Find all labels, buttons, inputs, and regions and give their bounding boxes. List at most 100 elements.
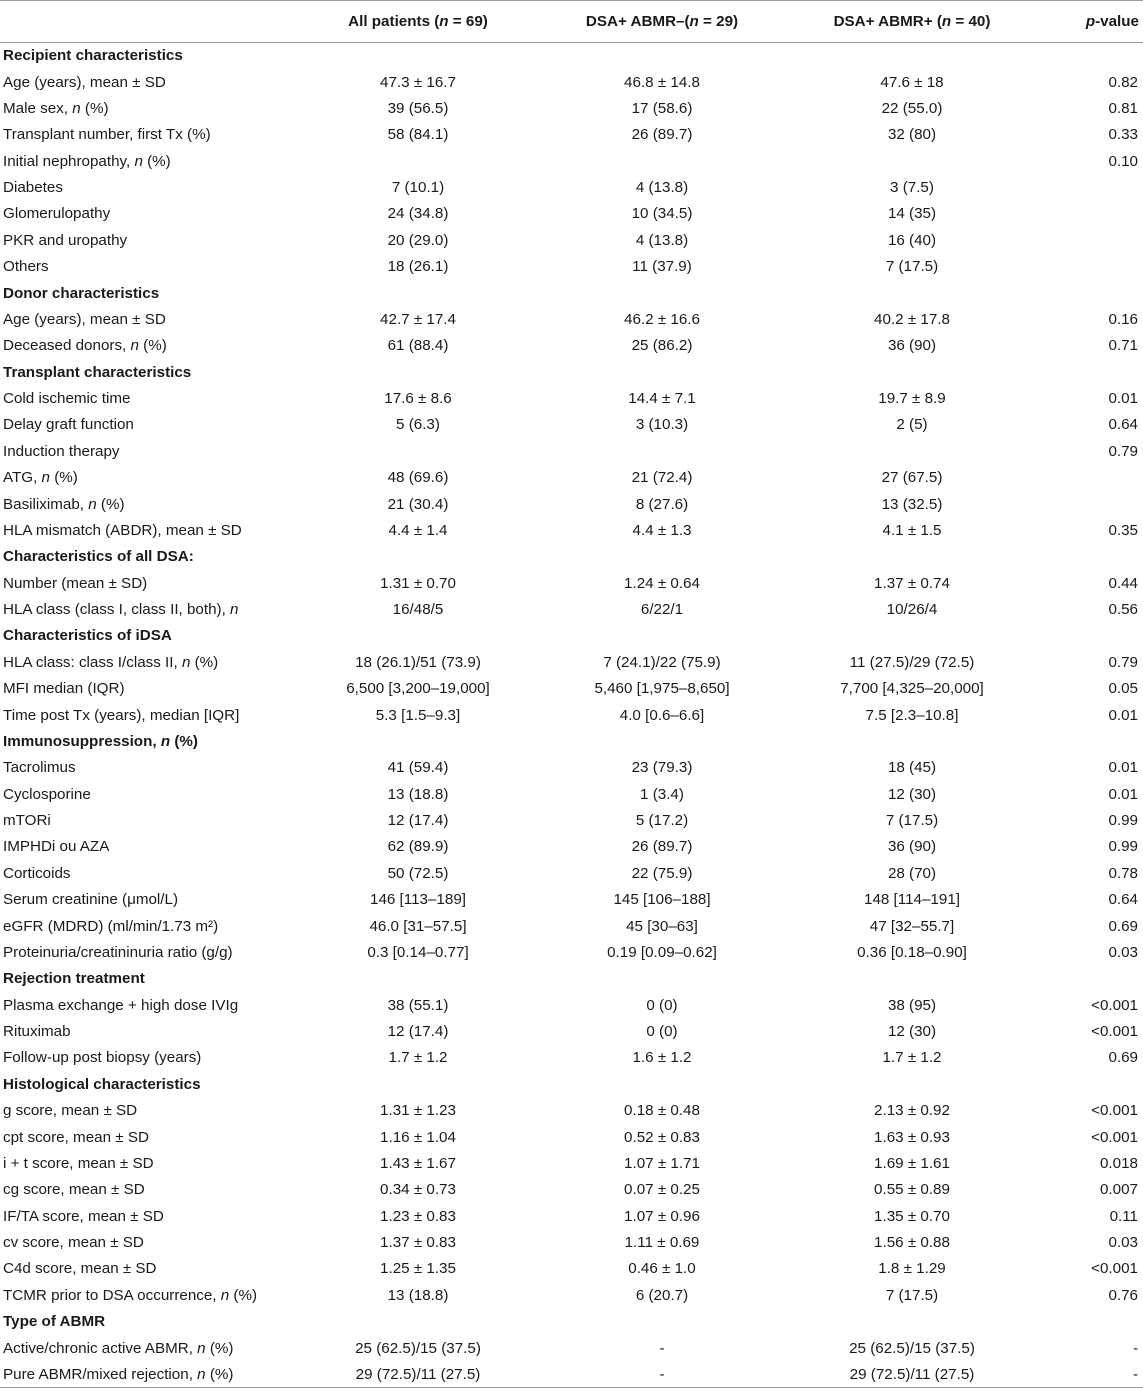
cell-abmr-negative: 0 (0)	[646, 996, 678, 1014]
table-row: Plasma exchange + high dose IVIg 38 (55.1…	[0, 992, 1143, 1018]
cell-abmr-positive	[784, 43, 1040, 69]
row-label: Time post Tx (years), median [IQR]	[3, 706, 240, 724]
cell-abmr-negative: 26 (89.7)	[631, 126, 693, 144]
cell-p-value: 0.10	[1108, 152, 1138, 170]
cell-p-value: <0.001	[1091, 1023, 1138, 1041]
cell-all-patients: 61 (88.4)	[387, 337, 449, 355]
cell-all-patients: 6,500 [3,200–19,000]	[346, 680, 490, 698]
cell-p-value	[1040, 43, 1143, 69]
cell-abmr-negative: 0.18 ± 0.48	[624, 1102, 700, 1120]
cell-abmr-negative: 0.46 ± 1.0	[628, 1260, 696, 1278]
cell-abmr-positive: 36 (90)	[887, 838, 937, 856]
cell-p-value: 0.71	[1108, 337, 1138, 355]
cell-abmr-positive: 2.13 ± 0.92	[874, 1102, 950, 1120]
cell-abmr-positive: 36 (90)	[887, 337, 937, 355]
cell-abmr-negative: 0.07 ± 0.25	[624, 1181, 700, 1199]
cell-abmr-negative: -	[659, 1365, 665, 1383]
cell-all-patients: 18 (26.1)	[387, 258, 449, 276]
cell-abmr-negative	[540, 1309, 784, 1335]
cell-abmr-positive	[784, 1309, 1040, 1335]
table-row: Time post Tx (years), median [IQR] 5.3 [1…	[0, 702, 1143, 728]
cell-all-patients: 18 (26.1)/51 (73.9)	[355, 653, 481, 671]
cell-abmr-negative	[540, 623, 784, 649]
cell-all-patients: 5 (6.3)	[396, 416, 440, 434]
table-row: ATG, n (%) 48 (69.6) 21 (72.4) 27 (67.5)	[0, 465, 1143, 491]
cell-abmr-positive: 1.35 ± 0.70	[874, 1207, 950, 1225]
cell-abmr-negative	[540, 359, 784, 385]
cell-all-patients: 12 (17.4)	[387, 812, 449, 830]
cell-abmr-positive: 0.55 ± 0.89	[874, 1181, 950, 1199]
cell-p-value: 0.64	[1108, 891, 1138, 909]
cell-abmr-negative: 45 [30–63]	[626, 917, 698, 935]
cell-p-value: 0.01	[1108, 390, 1138, 408]
section-title: Transplant characteristics	[3, 363, 192, 381]
table-row: cpt score, mean ± SD 1.16 ± 1.04 0.52 ± 0.…	[0, 1124, 1143, 1150]
cell-all-patients: 1.31 ± 0.70	[380, 574, 456, 592]
cell-p-value: 0.82	[1108, 73, 1138, 91]
cell-p-value: 0.05	[1108, 680, 1138, 698]
row-label: ATG, n (%)	[3, 469, 78, 487]
row-label: Induction therapy	[3, 442, 120, 460]
cell-abmr-positive: 25 (62.5)/15 (37.5)	[849, 1339, 975, 1357]
cell-abmr-positive: 38 (95)	[887, 996, 937, 1014]
cell-abmr-positive: 7 (17.5)	[885, 258, 939, 276]
cell-abmr-negative	[540, 728, 784, 754]
row-label: Age (years), mean ± SD	[3, 73, 166, 91]
cell-p-value: 0.44	[1108, 574, 1138, 592]
cell-all-patients: 47.3 ± 16.7	[380, 73, 456, 91]
cell-abmr-negative	[540, 280, 784, 306]
cell-p-value: -	[1132, 1339, 1138, 1357]
cell-p-value: 0.69	[1108, 1049, 1138, 1067]
cell-abmr-negative: 17 (58.6)	[631, 99, 693, 117]
cell-abmr-positive: 29 (72.5)/11 (27.5)	[849, 1365, 975, 1383]
section-row: Immunosuppression, n (%)	[0, 728, 1143, 754]
row-label: eGFR (MDRD) (ml/min/1.73 m²)	[3, 917, 219, 935]
cell-p-value: 0.35	[1108, 521, 1138, 539]
cell-abmr-negative: 4 (13.8)	[635, 179, 689, 197]
row-label: Diabetes	[3, 179, 63, 197]
table-row: Active/chronic active ABMR, n (%) 25 (62.…	[0, 1335, 1143, 1361]
table-body: Recipient characteristics Age (years), me…	[0, 43, 1143, 1388]
cell-all-patients: 1.25 ± 1.35	[380, 1260, 456, 1278]
table-row: IMPHDi ou AZA 62 (89.9) 26 (89.7) 36 (90) 0.…	[0, 834, 1143, 860]
cell-p-value	[1040, 465, 1143, 491]
cell-p-value: <0.001	[1091, 1260, 1138, 1278]
cell-abmr-positive: 7 (17.5)	[885, 812, 939, 830]
cell-abmr-positive	[784, 359, 1040, 385]
cell-all-patients: 46.0 [31–57.5]	[369, 917, 467, 935]
table-row: Age (years), mean ± SD 42.7 ± 17.4 46.2 ± …	[0, 306, 1143, 332]
table-row: HLA class (class I, class II, both), n 16…	[0, 596, 1143, 622]
cell-abmr-negative: 1.11 ± 0.69	[624, 1234, 700, 1252]
cell-p-value: 0.03	[1108, 943, 1138, 961]
cell-all-patients: 39 (56.5)	[387, 99, 449, 117]
cell-all-patients	[296, 623, 540, 649]
table-row: cv score, mean ± SD 1.37 ± 0.83 1.11 ± 0.6…	[0, 1229, 1143, 1255]
cell-abmr-negative: 1.07 ± 0.96	[624, 1207, 700, 1225]
cell-abmr-negative: 21 (72.4)	[631, 469, 693, 487]
row-label: Cold ischemic time	[3, 390, 131, 408]
cell-all-patients	[296, 280, 540, 306]
row-label: HLA class (class I, class II, both), n	[3, 601, 239, 619]
cell-abmr-negative: 10 (34.5)	[631, 205, 693, 223]
cell-p-value: <0.001	[1091, 1128, 1138, 1146]
table-header: All patients (n = 69) DSA+ ABMR–(n = 29)…	[0, 0, 1143, 43]
cell-abmr-negative: 1.07 ± 1.71	[624, 1154, 700, 1172]
cell-all-patients: 41 (59.4)	[387, 759, 449, 777]
row-label: g score, mean ± SD	[3, 1102, 138, 1120]
section-title: Immunosuppression, n (%)	[3, 732, 198, 750]
cell-p-value	[1040, 201, 1143, 227]
table-row: g score, mean ± SD 1.31 ± 1.23 0.18 ± 0.48…	[0, 1098, 1143, 1124]
cell-p-value	[1040, 359, 1143, 385]
cell-all-patients	[296, 148, 540, 174]
table-row: Induction therapy 0.79	[0, 438, 1143, 464]
cell-p-value: 0.33	[1108, 126, 1138, 144]
cell-p-value: 0.007	[1099, 1181, 1138, 1199]
row-label: cg score, mean ± SD	[3, 1181, 145, 1199]
cell-all-patients	[296, 544, 540, 570]
cell-abmr-negative	[540, 43, 784, 69]
table-row: Proteinuria/creatininuria ratio (g/g) 0.3…	[0, 939, 1143, 965]
row-label: Active/chronic active ABMR, n (%)	[3, 1339, 234, 1357]
row-label: Proteinuria/creatininuria ratio (g/g)	[3, 943, 233, 961]
cell-all-patients	[296, 1071, 540, 1097]
cell-p-value	[1040, 544, 1143, 570]
